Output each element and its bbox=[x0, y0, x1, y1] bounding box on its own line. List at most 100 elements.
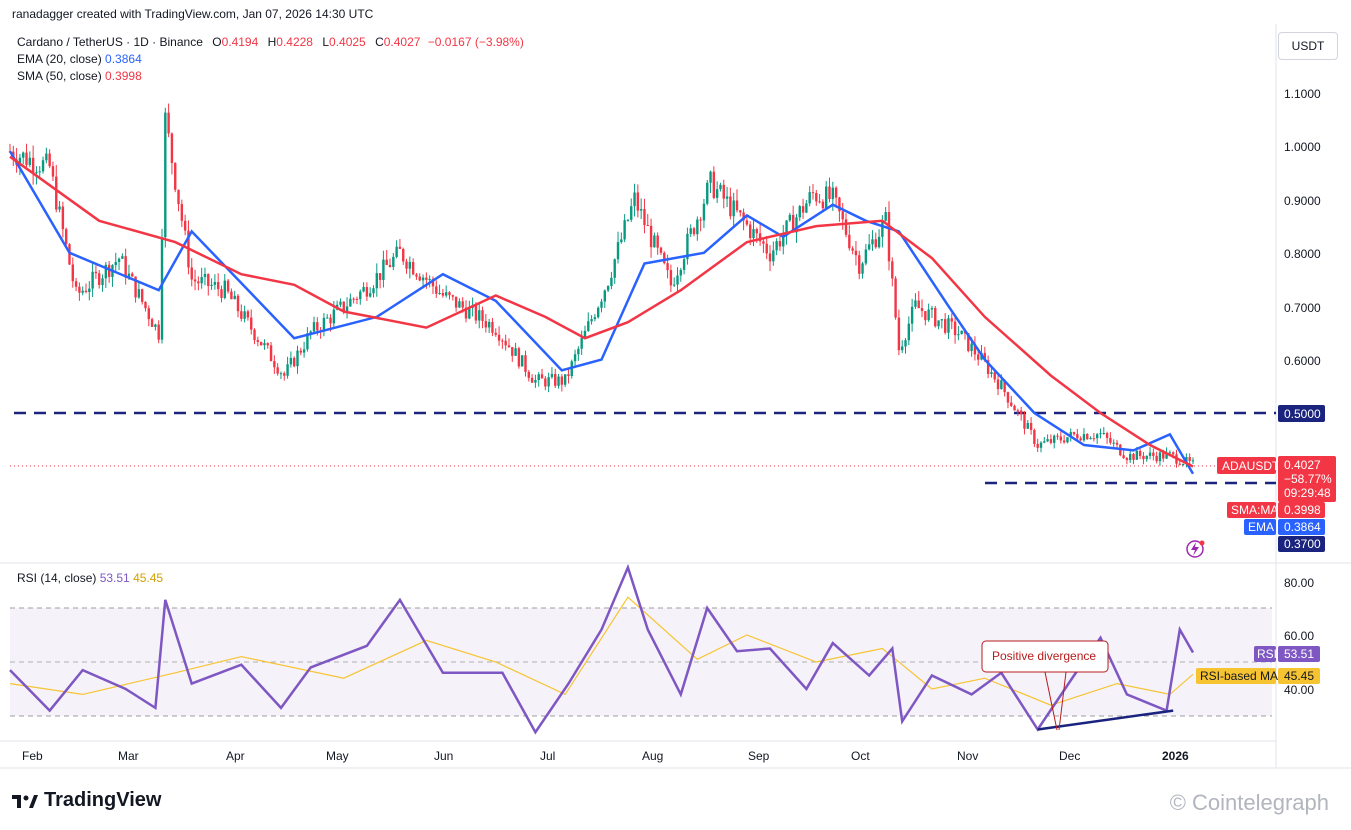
candle bbox=[963, 328, 967, 340]
rsi-name-badge bbox=[1254, 646, 1276, 662]
candle bbox=[378, 273, 382, 289]
candle bbox=[359, 289, 362, 305]
divergence-annotation[interactable]: Positive divergence bbox=[981, 640, 1109, 731]
candle bbox=[1171, 451, 1175, 459]
candle bbox=[782, 224, 785, 255]
rsi-tick: 40.00 bbox=[1284, 683, 1314, 697]
candle bbox=[689, 224, 692, 238]
candle bbox=[686, 227, 689, 265]
candle bbox=[851, 246, 854, 255]
candle bbox=[894, 276, 897, 320]
candle bbox=[1010, 396, 1013, 407]
high-label: H bbox=[267, 35, 277, 49]
candle bbox=[428, 275, 431, 288]
open-label: O bbox=[212, 35, 222, 49]
candle bbox=[365, 282, 369, 302]
price-axis-ticks: 1.1000 1.0000 0.9000 0.8000 0.7000 0.600… bbox=[1284, 87, 1321, 368]
rsi-tick: 60.00 bbox=[1284, 629, 1314, 643]
candle bbox=[1155, 451, 1158, 464]
candle bbox=[12, 145, 15, 167]
candle bbox=[504, 334, 507, 351]
candle bbox=[874, 232, 877, 249]
candle bbox=[749, 221, 752, 246]
candle bbox=[1142, 451, 1145, 465]
candle bbox=[71, 257, 74, 288]
sma-value-badge-text: 0.3998 bbox=[1284, 503, 1321, 517]
candle bbox=[550, 367, 554, 379]
candle bbox=[431, 276, 435, 295]
candle bbox=[276, 363, 279, 376]
divergence-trendline[interactable] bbox=[1037, 709, 1174, 731]
candle bbox=[808, 186, 811, 207]
candle bbox=[669, 264, 673, 293]
candle bbox=[715, 181, 719, 204]
candle bbox=[55, 164, 58, 213]
candle bbox=[349, 293, 352, 307]
candle bbox=[643, 198, 646, 234]
candle bbox=[121, 253, 124, 260]
currency-selector[interactable]: USDT bbox=[1278, 32, 1338, 60]
candle bbox=[653, 232, 656, 248]
level-low-badge-text: 0.3700 bbox=[1284, 537, 1321, 551]
high-value: 0.4228 bbox=[276, 35, 313, 49]
sma-line bbox=[9, 155, 1194, 468]
candle bbox=[418, 273, 421, 282]
candle bbox=[64, 227, 68, 247]
candle bbox=[1043, 436, 1046, 444]
candle bbox=[38, 166, 41, 179]
candle bbox=[540, 368, 544, 379]
candle bbox=[296, 345, 299, 374]
tradingview-logo[interactable]: TradingView bbox=[12, 789, 161, 812]
candle bbox=[259, 341, 263, 346]
candle bbox=[464, 300, 468, 323]
candle bbox=[256, 336, 260, 347]
time-tick: Mar bbox=[118, 749, 139, 763]
candle bbox=[48, 149, 51, 169]
candle bbox=[950, 313, 953, 330]
candle bbox=[355, 296, 359, 305]
candle bbox=[600, 298, 603, 313]
candle bbox=[940, 318, 944, 329]
ticker-price-text: 0.4027 bbox=[1284, 458, 1321, 472]
candle bbox=[104, 262, 108, 288]
candle bbox=[699, 216, 702, 232]
candle bbox=[1178, 460, 1181, 466]
candle bbox=[649, 218, 653, 258]
candle bbox=[560, 374, 564, 392]
candle bbox=[752, 220, 755, 247]
candle bbox=[316, 317, 319, 336]
candle bbox=[1145, 455, 1148, 462]
alert-icon[interactable] bbox=[1186, 540, 1205, 558]
tradingview-logo-icon bbox=[12, 794, 38, 808]
candle bbox=[524, 350, 527, 377]
candle bbox=[884, 207, 887, 222]
candle bbox=[263, 339, 266, 350]
candle bbox=[41, 156, 45, 174]
time-tick: Feb bbox=[22, 749, 43, 763]
candle bbox=[51, 161, 55, 182]
candle bbox=[61, 201, 65, 238]
candle bbox=[772, 241, 775, 266]
candle bbox=[967, 332, 970, 353]
sma-legend: SMA (50, close) 0.3998 bbox=[17, 69, 142, 83]
candle bbox=[478, 303, 481, 329]
candle bbox=[534, 374, 537, 388]
candle bbox=[160, 228, 164, 344]
level-high-badge bbox=[1278, 405, 1325, 422]
candle bbox=[811, 183, 815, 200]
candle bbox=[144, 301, 147, 312]
candle bbox=[725, 186, 729, 208]
candle bbox=[1089, 436, 1092, 440]
candle bbox=[306, 327, 309, 352]
symbol-legend: Cardano / TetherUS · 1D · Binance O0.419… bbox=[17, 35, 524, 49]
candle bbox=[937, 320, 940, 330]
candle bbox=[910, 298, 914, 332]
candle bbox=[88, 281, 91, 301]
candle bbox=[682, 255, 686, 275]
annotation-text: Positive divergence bbox=[992, 649, 1096, 663]
candle bbox=[887, 201, 891, 271]
candle bbox=[692, 226, 696, 237]
candlestick-series bbox=[8, 103, 1195, 468]
candle bbox=[1168, 450, 1172, 457]
candle bbox=[841, 202, 844, 230]
